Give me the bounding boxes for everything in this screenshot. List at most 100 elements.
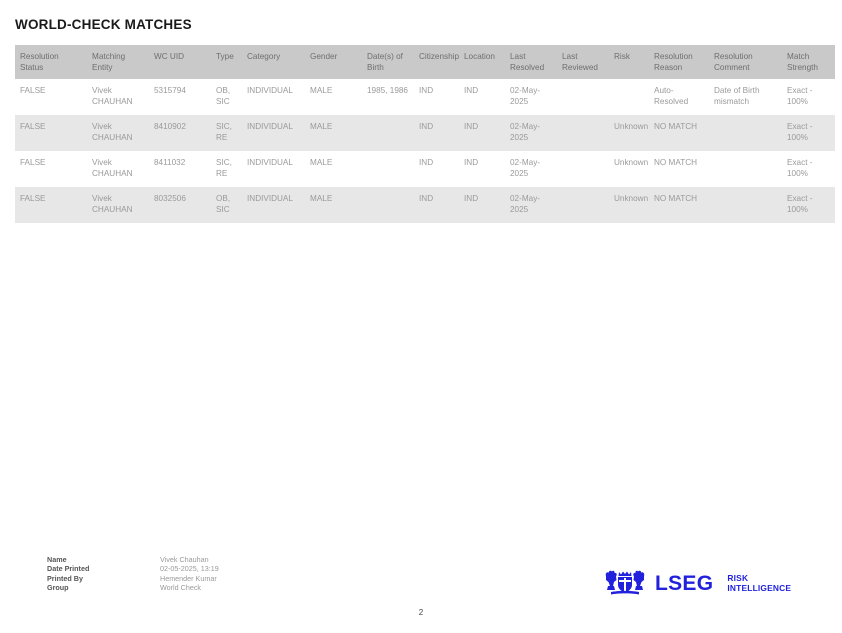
cell-resolution-reason: NO MATCH xyxy=(649,115,709,152)
lseg-tagline: RISK INTELLIGENCE xyxy=(727,572,792,593)
cell-location: IND xyxy=(459,79,505,116)
cell-dob xyxy=(362,187,414,224)
column-header-resolution-reason[interactable]: Resolution Reason xyxy=(649,45,709,80)
cell-category: INDIVIDUAL xyxy=(242,79,305,116)
column-header-risk[interactable]: Risk xyxy=(609,45,649,80)
cell-matching-entity: Vivek CHAUHAN xyxy=(87,79,149,116)
cell-matching-entity: Vivek CHAUHAN xyxy=(87,187,149,224)
column-header-last-reviewed[interactable]: Last Reviewed xyxy=(557,45,609,80)
cell-matching-entity: Vivek CHAUHAN xyxy=(87,115,149,152)
column-header-dob[interactable]: Date(s) of Birth xyxy=(362,45,414,80)
cell-type: SIC, RE xyxy=(211,115,242,152)
table-row[interactable]: FALSE Vivek CHAUHAN 5315794 OB, SIC INDI… xyxy=(15,79,835,116)
column-header-wc-uid[interactable]: WC UID xyxy=(149,45,211,80)
column-header-match-strength[interactable]: Match Strength xyxy=(782,45,835,80)
cell-match-strength: Exact - 100% xyxy=(782,115,835,152)
column-header-resolution-comment[interactable]: Resolution Comment xyxy=(709,45,782,80)
cell-risk: Unknown xyxy=(609,187,649,224)
cell-gender: MALE xyxy=(305,187,362,224)
lseg-tagline-line-1: RISK xyxy=(727,572,749,583)
cell-gender: MALE xyxy=(305,151,362,188)
cell-match-strength: Exact - 100% xyxy=(782,151,835,188)
cell-wc-uid: 5315794 xyxy=(149,79,211,116)
footer-row-date-printed: Date Printed 02-05-2025, 13:19 xyxy=(47,564,219,573)
lseg-risk-intelligence-logo: LSEG RISK INTELLIGENCE xyxy=(604,569,791,597)
footer-row-group: Group World Check xyxy=(47,583,219,592)
cell-risk: Unknown xyxy=(609,115,649,152)
cell-risk: Unknown xyxy=(609,151,649,188)
lseg-crest-icon xyxy=(605,570,645,595)
cell-resolution-comment xyxy=(709,151,782,188)
cell-citizenship: IND xyxy=(414,115,459,152)
footer-value-date-printed: 02-05-2025, 13:19 xyxy=(160,564,219,574)
cell-resolution-reason: Auto-Resolved xyxy=(649,79,709,116)
column-header-matching-entity[interactable]: Matching Entity xyxy=(87,45,149,80)
cell-type: SIC, RE xyxy=(211,151,242,188)
cell-last-resolved: 02-May-2025 xyxy=(505,187,557,224)
footer-label-name: Name xyxy=(47,555,67,564)
cell-last-reviewed xyxy=(557,79,609,116)
footer-value-group: World Check xyxy=(160,583,202,593)
cell-last-reviewed xyxy=(557,115,609,152)
footer-metadata: Name Vivek Chauhan Date Printed 02-05-20… xyxy=(47,555,219,593)
cell-resolution-reason: NO MATCH xyxy=(649,151,709,188)
cell-category: INDIVIDUAL xyxy=(242,187,305,224)
footer-label-printed-by: Printed By xyxy=(47,573,83,583)
column-header-last-resolved[interactable]: Last Resolved xyxy=(505,45,557,80)
cell-category: INDIVIDUAL xyxy=(242,151,305,188)
table-row[interactable]: FALSE Vivek CHAUHAN 8410902 SIC, RE INDI… xyxy=(15,115,835,152)
table-header-row: Resolution Status Matching Entity WC UID… xyxy=(15,45,835,80)
cell-resolution-status: FALSE xyxy=(15,187,87,224)
lseg-tagline-line-2: INTELLIGENCE xyxy=(727,582,792,593)
page-number: 2 xyxy=(418,608,424,617)
footer-row-name: Name Vivek Chauhan xyxy=(47,555,219,564)
cell-citizenship: IND xyxy=(414,79,459,116)
column-header-gender[interactable]: Gender xyxy=(305,45,362,80)
cell-last-resolved: 02-May-2025 xyxy=(505,79,557,116)
cell-gender: MALE xyxy=(305,115,362,152)
lseg-wordmark: LSEG xyxy=(655,571,714,595)
table-row[interactable]: FALSE Vivek CHAUHAN 8411032 SIC, RE INDI… xyxy=(15,151,835,188)
cell-wc-uid: 8411032 xyxy=(149,151,211,188)
cell-resolution-comment xyxy=(709,115,782,152)
cell-last-reviewed xyxy=(557,151,609,188)
column-header-citizenship[interactable]: Citizenship xyxy=(414,45,459,80)
cell-resolution-status: FALSE xyxy=(15,79,87,116)
cell-resolution-comment: Date of Birth mismatch xyxy=(709,79,782,116)
column-header-location[interactable]: Location xyxy=(459,45,505,80)
column-header-resolution-status[interactable]: Resolution Status xyxy=(15,45,87,80)
cell-risk xyxy=(609,79,649,116)
cell-match-strength: Exact - 100% xyxy=(782,187,835,224)
cell-location: IND xyxy=(459,151,505,188)
footer-row-printed-by: Printed By Hemender Kumar xyxy=(47,574,219,583)
cell-dob: 1985, 1986 xyxy=(362,79,414,116)
footer-value-name: Vivek Chauhan xyxy=(160,555,209,564)
cell-match-strength: Exact - 100% xyxy=(782,79,835,116)
footer-value-printed-by: Hemender Kumar xyxy=(160,573,217,583)
footer-label-date-printed: Date Printed xyxy=(47,564,90,574)
cell-gender: MALE xyxy=(305,79,362,116)
cell-citizenship: IND xyxy=(414,187,459,224)
cell-category: INDIVIDUAL xyxy=(242,115,305,152)
cell-location: IND xyxy=(459,187,505,224)
world-check-matches-table: Resolution Status Matching Entity WC UID… xyxy=(15,45,835,224)
cell-last-resolved: 02-May-2025 xyxy=(505,151,557,188)
table-row[interactable]: FALSE Vivek CHAUHAN 8032506 OB, SIC INDI… xyxy=(15,187,835,224)
cell-resolution-reason: NO MATCH xyxy=(649,187,709,224)
cell-resolution-status: FALSE xyxy=(15,151,87,188)
cell-location: IND xyxy=(459,115,505,152)
cell-citizenship: IND xyxy=(414,151,459,188)
cell-wc-uid: 8410902 xyxy=(149,115,211,152)
cell-last-reviewed xyxy=(557,187,609,224)
column-header-category[interactable]: Category xyxy=(242,45,305,80)
cell-wc-uid: 8032506 xyxy=(149,187,211,224)
cell-resolution-status: FALSE xyxy=(15,115,87,152)
cell-dob xyxy=(362,115,414,152)
cell-resolution-comment xyxy=(709,187,782,224)
cell-type: OB, SIC xyxy=(211,79,242,116)
cell-matching-entity: Vivek CHAUHAN xyxy=(87,151,149,188)
cell-last-resolved: 02-May-2025 xyxy=(505,115,557,152)
column-header-type[interactable]: Type xyxy=(211,45,242,80)
cell-type: OB, SIC xyxy=(211,187,242,224)
page-title: WORLD-CHECK MATCHES xyxy=(15,17,192,32)
